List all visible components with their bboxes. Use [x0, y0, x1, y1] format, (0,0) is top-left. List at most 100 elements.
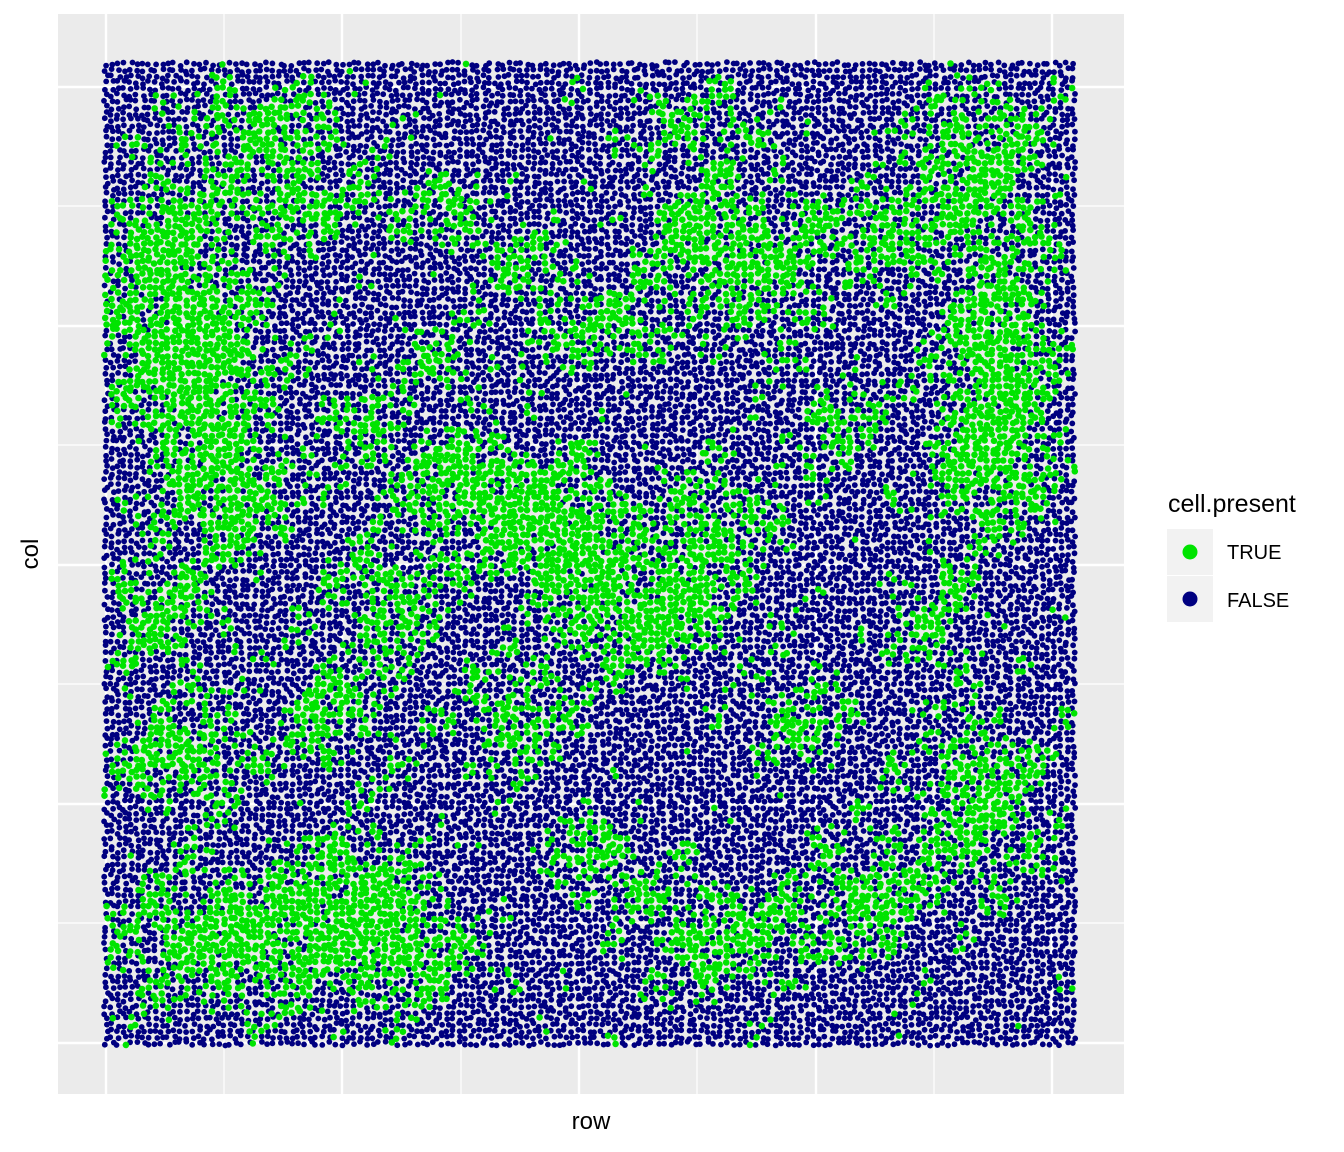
point-false	[142, 97, 148, 103]
point-false	[560, 171, 566, 177]
point-false	[594, 122, 600, 128]
point-false	[263, 84, 269, 90]
point-false	[400, 177, 406, 183]
point-false	[312, 321, 318, 327]
point-false	[890, 122, 896, 128]
point-false	[1044, 110, 1050, 116]
point-false	[384, 105, 390, 111]
point-false	[370, 339, 376, 345]
point-false	[816, 267, 822, 273]
point-false	[378, 301, 384, 307]
point-false	[387, 172, 393, 178]
point-false	[439, 278, 445, 284]
point-false	[799, 166, 805, 172]
point-false	[407, 304, 413, 310]
point-false	[400, 267, 406, 273]
point-false	[1045, 218, 1051, 224]
point-false	[892, 216, 898, 222]
point-false	[988, 215, 994, 221]
point-false	[257, 259, 263, 265]
point-false	[1040, 246, 1046, 252]
point-false	[680, 147, 686, 153]
point-false	[114, 78, 120, 84]
point-false	[276, 315, 282, 321]
point-false	[382, 171, 388, 177]
point-false	[736, 115, 742, 121]
point-false	[252, 189, 258, 195]
point-false	[816, 277, 822, 283]
point-false	[799, 154, 805, 160]
point-false	[587, 203, 593, 209]
point-false	[408, 258, 414, 264]
point-false	[462, 323, 468, 329]
point-false	[1046, 177, 1052, 183]
point-false	[783, 239, 789, 245]
point-false	[345, 74, 351, 80]
point-false	[563, 193, 569, 199]
point-false	[859, 122, 865, 128]
point-false	[443, 211, 449, 217]
point-false	[803, 302, 809, 308]
point-false	[362, 91, 368, 97]
point-false	[542, 190, 548, 196]
point-false	[692, 326, 698, 332]
point-false	[1051, 69, 1057, 75]
point-false	[345, 161, 351, 167]
point-false	[420, 72, 426, 78]
point-false	[536, 149, 542, 155]
point-false	[358, 143, 364, 149]
point-false	[375, 234, 381, 240]
point-false	[1035, 168, 1041, 174]
point-false	[796, 98, 802, 104]
point-false	[567, 271, 573, 277]
point-false	[448, 121, 454, 127]
point-false	[798, 141, 804, 147]
point-false	[665, 184, 671, 190]
point-false	[437, 61, 443, 67]
point-false	[854, 276, 860, 282]
point-false	[643, 212, 649, 218]
point-false	[604, 198, 610, 204]
point-false	[923, 116, 929, 122]
point-false	[192, 86, 198, 92]
point-false	[145, 105, 151, 111]
point-false	[228, 142, 234, 148]
point-false	[395, 173, 401, 179]
point-false	[870, 291, 876, 297]
point-false	[603, 229, 609, 235]
point-false	[563, 210, 569, 216]
point-false	[543, 122, 549, 128]
point-false	[748, 174, 754, 180]
point-false	[418, 241, 424, 247]
point-false	[380, 156, 386, 162]
point-false	[1015, 178, 1021, 184]
point-false	[455, 122, 461, 128]
point-false	[841, 178, 847, 184]
point-false	[872, 73, 878, 79]
point-false	[1034, 185, 1040, 191]
point-false	[498, 135, 504, 141]
point-false	[611, 62, 617, 68]
point-false	[198, 116, 204, 122]
point-false	[618, 153, 624, 159]
point-false	[787, 99, 793, 105]
point-false	[598, 286, 604, 292]
point-false	[406, 104, 412, 110]
point-false	[222, 292, 228, 298]
point-false	[301, 204, 307, 210]
point-false	[827, 90, 833, 96]
point-false	[492, 109, 498, 115]
point-false	[792, 72, 798, 78]
point-false	[667, 75, 673, 81]
point-false	[234, 235, 240, 241]
point-false	[778, 60, 784, 66]
point-false	[196, 127, 202, 133]
point-false	[477, 135, 483, 141]
point-false	[450, 280, 456, 286]
point-false	[606, 93, 612, 99]
point-false	[301, 303, 307, 309]
point-false	[449, 92, 455, 98]
point-false	[495, 121, 501, 127]
point-false	[345, 119, 351, 125]
point-false	[241, 91, 247, 97]
